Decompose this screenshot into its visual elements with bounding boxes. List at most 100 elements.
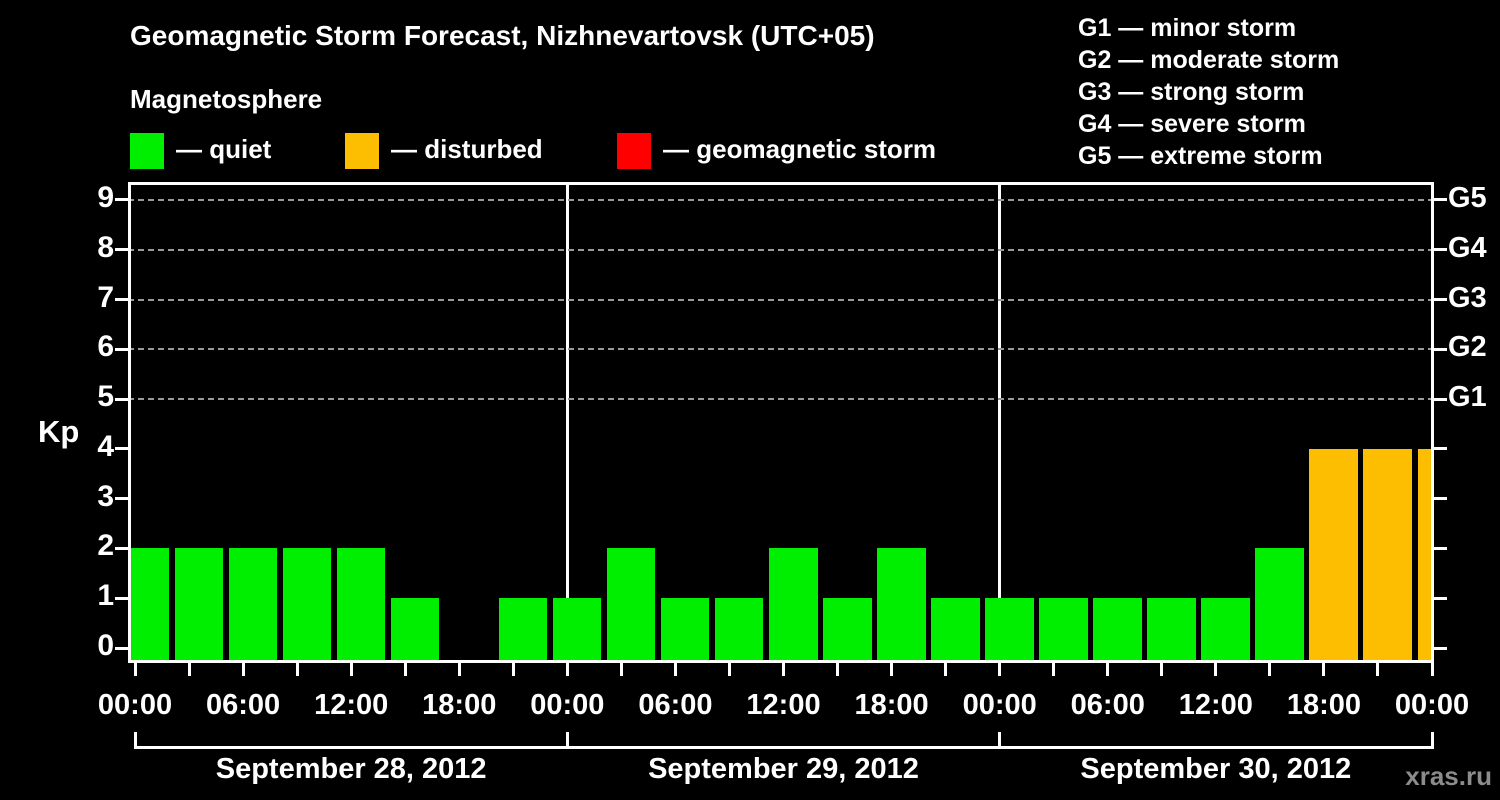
y-tick-right bbox=[1434, 596, 1447, 600]
time-label: 00:00 bbox=[962, 689, 1037, 721]
g-level-label: G1 bbox=[1448, 381, 1487, 414]
y-tick bbox=[115, 546, 128, 550]
y-tick-right bbox=[1434, 248, 1447, 252]
x-tick bbox=[349, 663, 353, 676]
x-tick bbox=[565, 663, 569, 676]
y-tick-label: 5 bbox=[97, 380, 114, 414]
kp-bar bbox=[823, 598, 872, 661]
g-level-label: G3 bbox=[1448, 281, 1487, 314]
storm-swatch bbox=[617, 133, 651, 169]
plot-frame bbox=[128, 182, 1434, 663]
kp-bar bbox=[606, 548, 656, 661]
y-tick-label: 3 bbox=[97, 479, 114, 513]
y-tick-label: 7 bbox=[97, 280, 114, 314]
x-tick bbox=[511, 663, 515, 676]
y-tick-right bbox=[1434, 397, 1447, 401]
kp-bar bbox=[130, 548, 169, 661]
x-tick bbox=[295, 663, 299, 676]
bracket-line bbox=[135, 746, 1432, 749]
time-label: 00:00 bbox=[530, 689, 605, 721]
disturbed-swatch bbox=[345, 133, 379, 169]
grid-line bbox=[128, 248, 1434, 251]
kp-bar bbox=[985, 598, 1034, 661]
y-tick-label: 6 bbox=[97, 330, 114, 364]
g-scale-legend: G1 — minor storm G2 — moderate storm G3 — … bbox=[1078, 12, 1339, 172]
x-tick bbox=[1322, 663, 1326, 676]
time-label: 00:00 bbox=[1394, 689, 1470, 721]
y-tick-label: 4 bbox=[97, 429, 114, 463]
x-tick bbox=[782, 663, 785, 676]
quiet-swatch bbox=[130, 133, 164, 169]
bracket-tick bbox=[998, 732, 1002, 749]
time-label: 18:00 bbox=[422, 689, 497, 721]
y-tick bbox=[115, 347, 128, 351]
kp-bar bbox=[336, 548, 386, 661]
g-level-label: G2 bbox=[1448, 331, 1487, 364]
kp-bar bbox=[1417, 448, 1431, 661]
time-label: 12:00 bbox=[746, 689, 821, 721]
bracket-tick bbox=[1430, 732, 1434, 749]
kp-bar bbox=[390, 598, 440, 661]
x-tick bbox=[241, 663, 245, 676]
kp-bar bbox=[1147, 598, 1196, 661]
x-tick bbox=[998, 663, 1002, 676]
y-tick bbox=[115, 447, 128, 451]
x-tick bbox=[836, 663, 840, 676]
x-tick bbox=[1160, 663, 1164, 676]
time-label: 18:00 bbox=[854, 689, 929, 721]
date-label: September 29, 2012 bbox=[648, 753, 919, 785]
y-tick-right bbox=[1434, 347, 1447, 351]
time-label: 06:00 bbox=[1070, 689, 1145, 721]
y-tick bbox=[115, 397, 128, 401]
y-tick bbox=[115, 298, 128, 302]
y-tick-right bbox=[1434, 546, 1447, 550]
y-tick-label: 9 bbox=[97, 180, 114, 214]
kp-bar bbox=[769, 548, 818, 661]
kp-bar bbox=[498, 598, 548, 661]
g-legend-line: G1 — minor storm bbox=[1078, 14, 1297, 42]
y-tick-right bbox=[1434, 198, 1447, 202]
kp-bar bbox=[228, 548, 278, 661]
grid-line bbox=[128, 348, 1434, 351]
y-tick-label: 8 bbox=[97, 230, 114, 264]
x-tick bbox=[1268, 663, 1272, 676]
date-label: September 30, 2012 bbox=[1080, 753, 1352, 785]
date-label: September 28, 2012 bbox=[215, 753, 487, 785]
g-level-label: G5 bbox=[1448, 181, 1487, 214]
x-tick bbox=[890, 663, 894, 676]
bracket-tick bbox=[133, 732, 137, 749]
y-tick-label: 0 bbox=[97, 629, 114, 662]
kp-bar bbox=[660, 598, 710, 661]
kp-bar bbox=[877, 548, 926, 661]
x-tick bbox=[187, 663, 191, 676]
kp-bar bbox=[1093, 598, 1142, 661]
time-label: 00:00 bbox=[97, 689, 173, 721]
x-tick bbox=[403, 663, 407, 676]
kp-bar bbox=[1039, 598, 1088, 661]
page-title: Geomagnetic Storm Forecast, Nizhnevartov… bbox=[130, 20, 875, 51]
x-tick bbox=[1052, 663, 1056, 676]
y-tick-right bbox=[1434, 447, 1447, 451]
y-tick-right bbox=[1434, 646, 1447, 650]
x-tick bbox=[1214, 663, 1218, 676]
x-tick bbox=[727, 663, 731, 676]
x-tick bbox=[1430, 663, 1434, 676]
g-legend-line: G2 — moderate storm bbox=[1078, 46, 1340, 74]
y-tick bbox=[115, 198, 128, 202]
time-label: 18:00 bbox=[1286, 689, 1361, 721]
grid-line bbox=[128, 198, 1434, 201]
time-label: 12:00 bbox=[1178, 689, 1253, 721]
day-separator bbox=[565, 182, 569, 663]
legend-label: — disturbed bbox=[391, 134, 543, 164]
grid-line bbox=[128, 298, 1434, 301]
y-tick bbox=[115, 596, 128, 600]
kp-bar bbox=[552, 598, 602, 661]
x-tick bbox=[1376, 663, 1380, 676]
y-axis-title: Kp bbox=[38, 414, 80, 449]
watermark: xras.ru bbox=[1405, 761, 1492, 791]
x-tick bbox=[673, 663, 677, 676]
time-label: 12:00 bbox=[314, 689, 389, 721]
y-tick bbox=[115, 248, 128, 252]
g-legend-line: G4 — severe storm bbox=[1078, 110, 1306, 138]
y-tick bbox=[115, 646, 128, 650]
